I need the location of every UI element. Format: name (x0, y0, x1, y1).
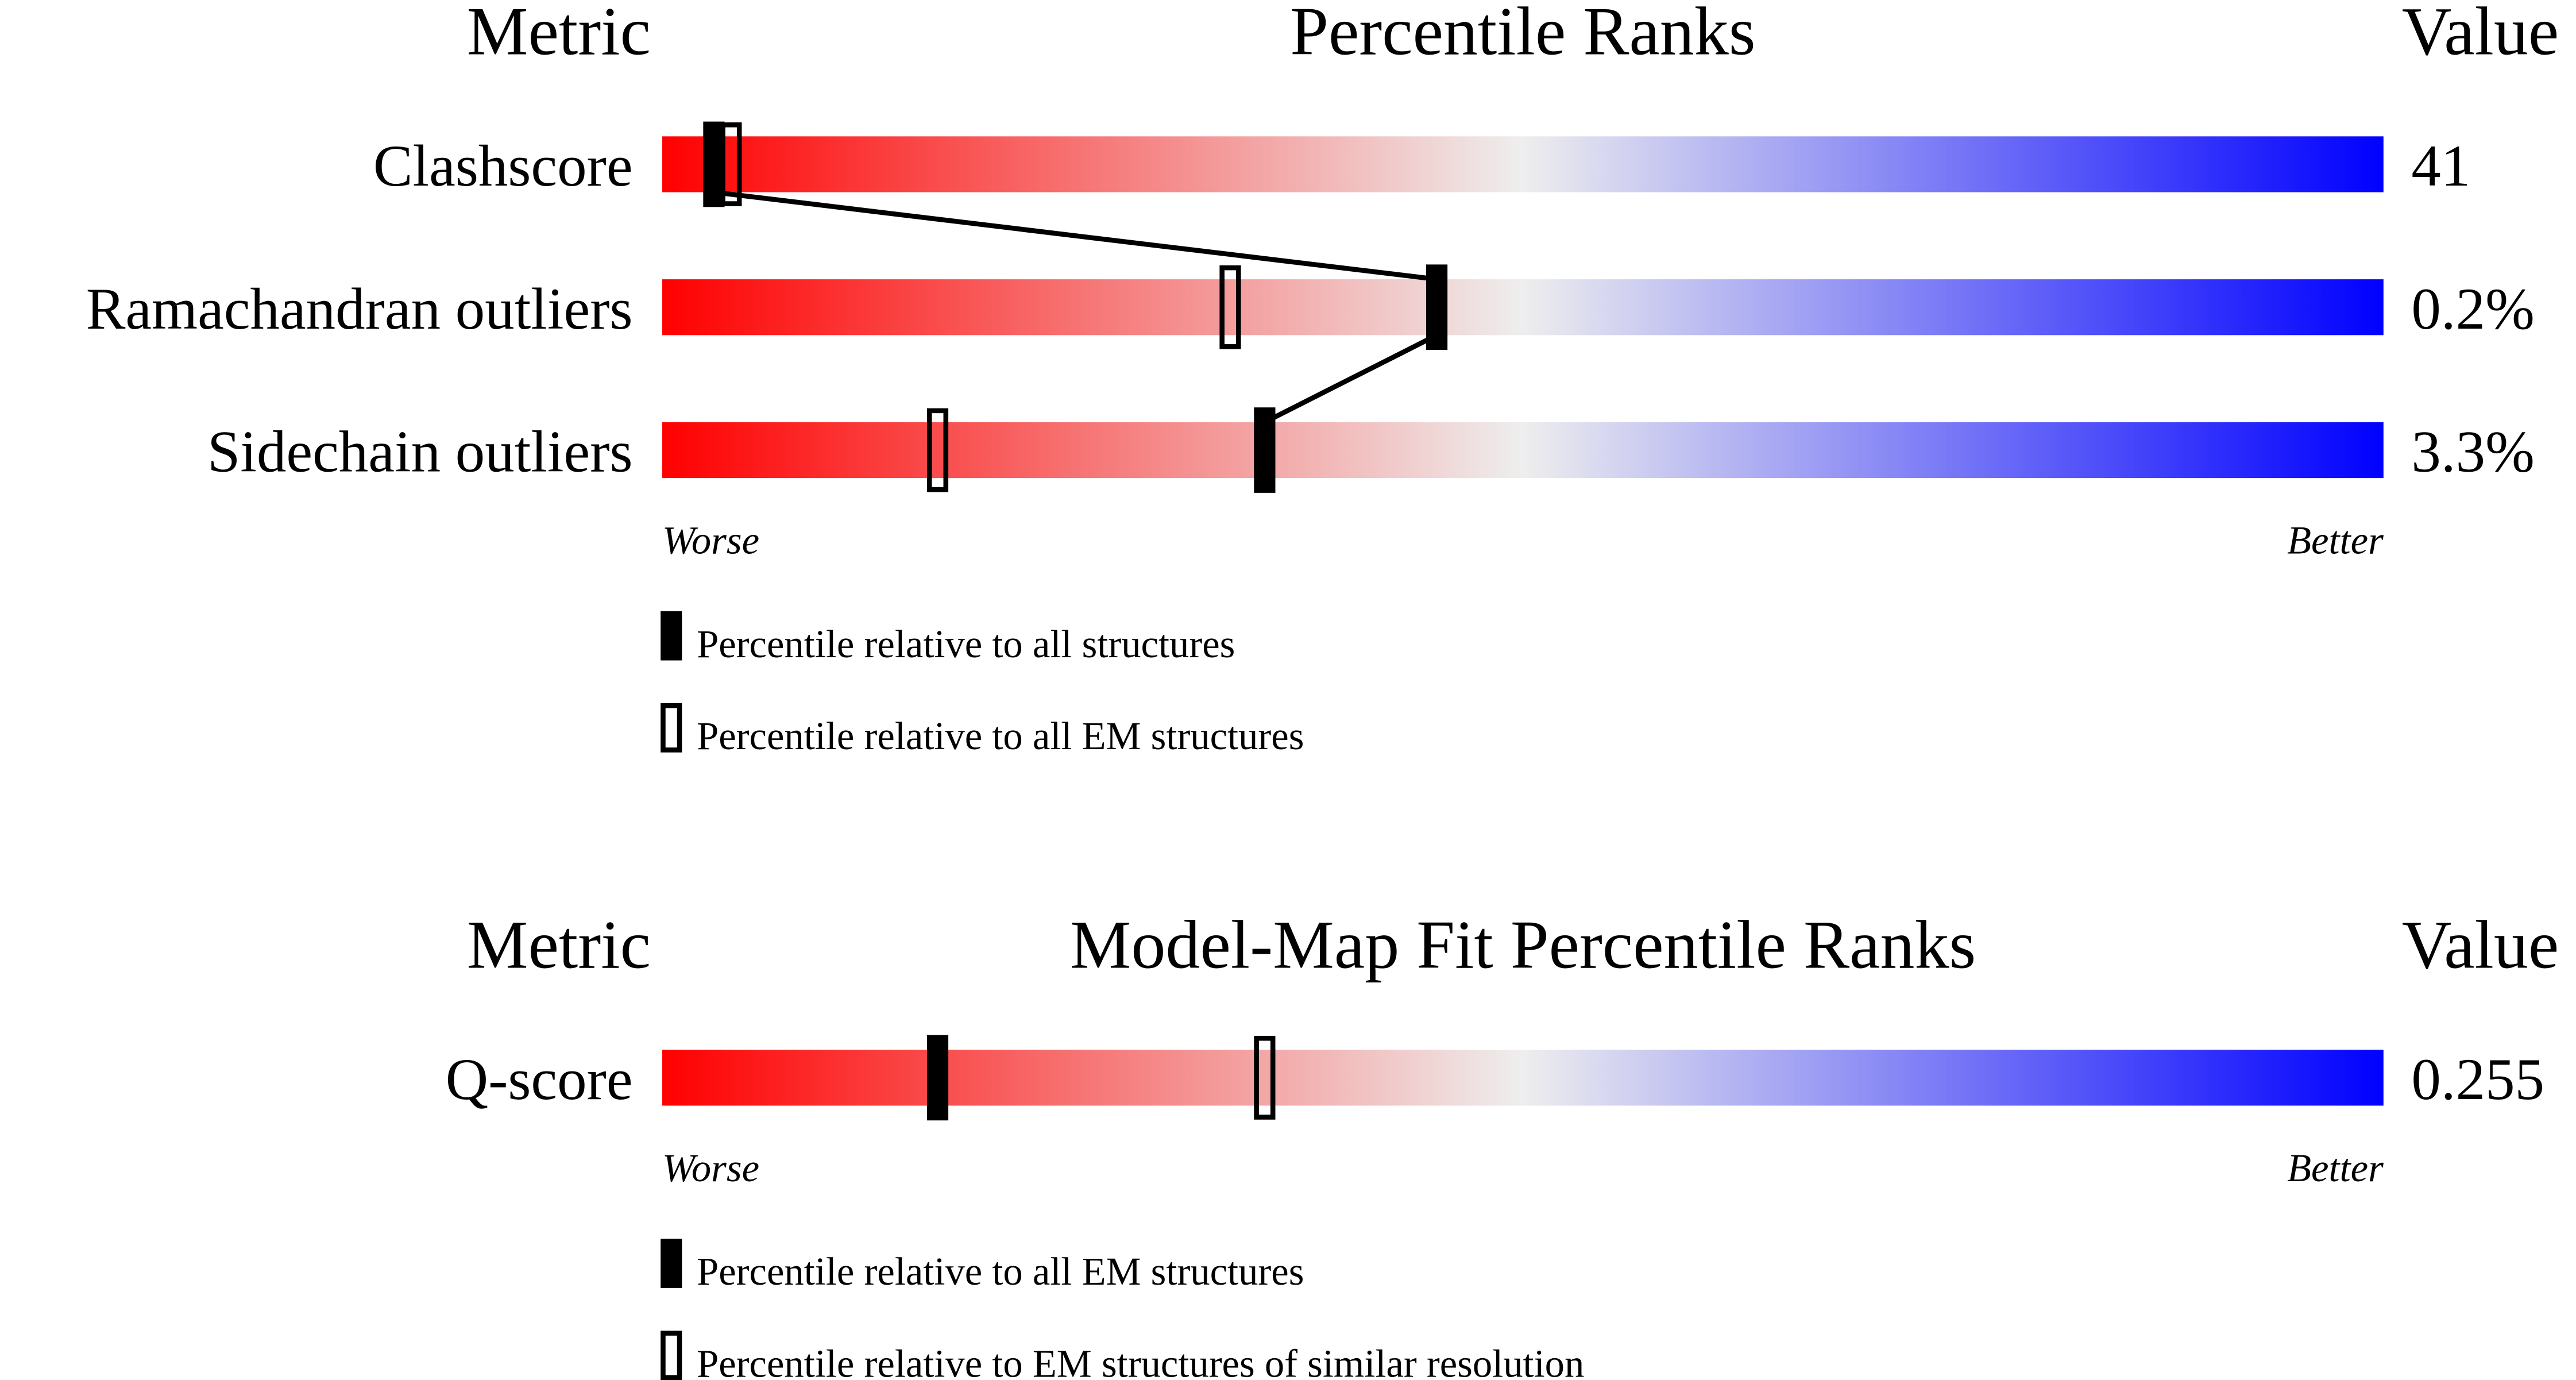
legend-filled-marker (661, 611, 682, 661)
marker-filled (926, 1035, 949, 1121)
percentile-bar (662, 136, 2384, 192)
worse-label: Worse (662, 1146, 759, 1190)
better-label: Better (2287, 519, 2384, 562)
percentile-bar (662, 1050, 2384, 1106)
percentile-bar (662, 422, 2384, 479)
metric-value: 0.255 (2411, 1047, 2544, 1112)
metric-header: Metric (467, 906, 651, 982)
legend-open-marker (661, 1331, 682, 1380)
marker-open (1219, 265, 1241, 349)
better-label: Better (2287, 1146, 2384, 1190)
connector-line (1263, 333, 1438, 425)
percentile-bar (662, 279, 2384, 336)
connector-line (713, 190, 1438, 282)
metric-label: Sidechain outliers (207, 419, 632, 485)
chart-title: Percentile Ranks (1290, 0, 1755, 69)
worse-label: Worse (662, 519, 759, 562)
metric-value: 41 (2411, 133, 2470, 199)
marker-open (926, 408, 949, 492)
legend-label: Percentile relative to EM structures of … (697, 1342, 1584, 1380)
metric-label: Ramachandran outliers (86, 276, 633, 342)
metric-value: 0.2% (2411, 276, 2534, 342)
chart-title: Model-Map Fit Percentile Ranks (1070, 906, 1976, 982)
metric-label: Q-score (446, 1047, 633, 1112)
legend-label: Percentile relative to all EM structures (697, 1250, 1304, 1293)
value-header: Value (2402, 0, 2559, 69)
metric-header: Metric (467, 0, 651, 69)
marker-open (1254, 1035, 1276, 1120)
metric-value: 3.3% (2411, 419, 2534, 485)
legend-filled-marker (661, 1239, 682, 1288)
value-header: Value (2402, 906, 2559, 982)
metric-label: Clashscore (373, 133, 633, 199)
legend-open-marker (661, 703, 682, 753)
legend-label: Percentile relative to all EM structures (697, 714, 1304, 758)
legend-label: Percentile relative to all structures (697, 622, 1235, 666)
